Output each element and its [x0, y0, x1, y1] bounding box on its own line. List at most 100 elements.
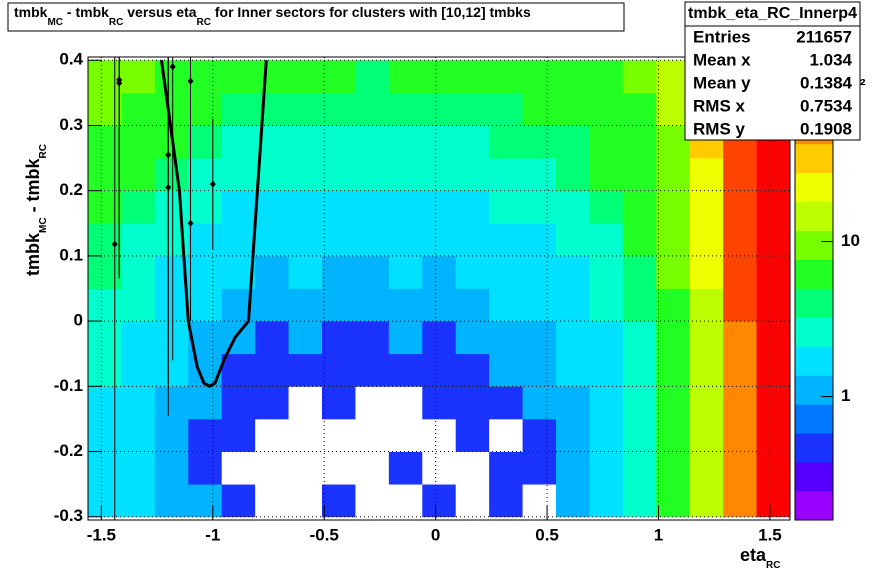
chart-title: tmbkMC - tmbkRC versus etaRC for Inner s… — [14, 4, 531, 28]
cell — [288, 190, 323, 224]
cell — [689, 158, 724, 192]
cell — [154, 288, 189, 322]
stats-label: Entries — [693, 27, 751, 46]
cell — [422, 418, 457, 452]
y-tick-label: 0 — [74, 311, 83, 330]
cell — [489, 190, 523, 224]
cell — [322, 60, 356, 94]
cell — [455, 60, 490, 94]
cell — [723, 484, 757, 518]
cell — [255, 321, 289, 355]
cell — [121, 60, 156, 94]
cell — [388, 353, 423, 387]
cell — [656, 353, 691, 387]
cell — [188, 288, 223, 322]
cell — [221, 484, 256, 518]
point — [169, 63, 176, 71]
cell — [221, 190, 256, 224]
cell — [489, 125, 523, 159]
cell — [388, 386, 423, 420]
cell — [589, 190, 624, 224]
cell — [489, 451, 523, 485]
cell — [689, 353, 724, 387]
cell — [221, 386, 256, 420]
point — [187, 219, 194, 227]
cell — [322, 353, 356, 387]
cell — [522, 158, 557, 192]
title-box — [7, 2, 625, 32]
cell — [88, 125, 122, 159]
cell — [121, 125, 156, 159]
cell — [622, 321, 657, 355]
cell — [455, 386, 490, 420]
cell — [422, 125, 457, 159]
y-tick-label: -0.3 — [54, 506, 83, 525]
cell — [355, 451, 390, 485]
cell — [188, 451, 223, 485]
cell — [288, 223, 323, 257]
cell — [121, 484, 156, 518]
x-tick-label: 0.5 — [535, 525, 559, 544]
cell — [556, 386, 590, 420]
cell — [154, 158, 189, 192]
label-part: eta — [740, 545, 767, 565]
cell — [154, 190, 189, 224]
cell — [422, 190, 457, 224]
cell — [589, 158, 624, 192]
cell — [121, 321, 156, 355]
cell — [589, 321, 624, 355]
cell — [288, 353, 323, 387]
cell — [656, 484, 691, 518]
stats-value: 1.034 — [809, 50, 852, 69]
cell — [355, 288, 390, 322]
y-axis-title: tmbkMC - tmbkRC — [23, 144, 49, 276]
cell — [355, 158, 390, 192]
cell — [756, 190, 791, 224]
cell — [455, 353, 490, 387]
cell — [522, 418, 557, 452]
cell — [121, 255, 156, 289]
cell — [255, 451, 289, 485]
cell — [489, 60, 523, 94]
cell — [121, 353, 156, 387]
stats-value: 0.1384 — [800, 73, 853, 92]
x-axis-title: etaRC — [740, 545, 780, 571]
cell — [322, 451, 356, 485]
stats-value: 0.1908 — [800, 119, 852, 138]
cell — [556, 451, 590, 485]
cell — [556, 255, 590, 289]
cell — [689, 190, 724, 224]
cell — [556, 321, 590, 355]
cell — [88, 223, 122, 257]
cell — [723, 255, 757, 289]
cell — [255, 92, 289, 126]
cell — [188, 255, 223, 289]
point — [111, 240, 118, 248]
cell — [589, 353, 624, 387]
cell — [422, 451, 457, 485]
cell — [723, 288, 757, 322]
cell — [188, 418, 223, 452]
cell — [188, 190, 223, 224]
cell — [388, 92, 423, 126]
cell — [756, 386, 791, 420]
cell — [288, 92, 323, 126]
cell — [656, 288, 691, 322]
y-tick-label: 0.1 — [59, 245, 83, 264]
cell — [121, 288, 156, 322]
cell — [355, 92, 390, 126]
cell — [221, 60, 256, 94]
cell — [489, 158, 523, 192]
cell — [522, 353, 557, 387]
cell — [589, 60, 624, 94]
x-tick-label: 1.5 — [758, 525, 782, 544]
cell — [723, 190, 757, 224]
cell — [455, 190, 490, 224]
cell — [622, 190, 657, 224]
point — [187, 77, 194, 85]
cell — [422, 92, 457, 126]
cell — [723, 418, 757, 452]
cell — [489, 353, 523, 387]
cell — [656, 125, 691, 159]
cell — [322, 418, 356, 452]
